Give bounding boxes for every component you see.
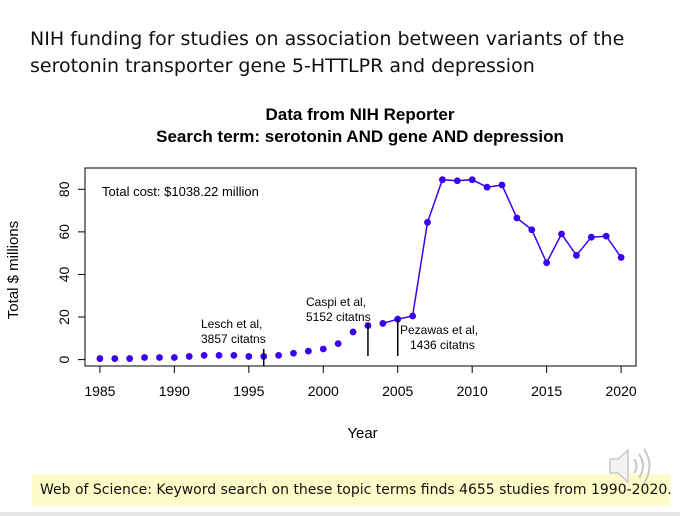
data-point	[602, 232, 610, 240]
speaker-icon[interactable]	[606, 444, 656, 488]
annotation-caspi-line2: 5152 citatns	[306, 310, 371, 324]
annotation-lesch-line1: Lesch et al,	[201, 317, 262, 331]
bottom-divider	[0, 512, 680, 516]
y-tick-label: 60	[56, 224, 72, 240]
data-point	[215, 351, 223, 359]
data-point	[439, 176, 446, 184]
data-point	[126, 355, 134, 362]
footer-banner: Web of Science: Keyword search on these …	[32, 474, 672, 506]
data-point	[424, 218, 431, 226]
x-tick-label: 2020	[606, 383, 637, 399]
data-point	[156, 354, 163, 361]
data-point	[275, 351, 282, 359]
data-point	[573, 251, 580, 259]
x-axis-label: Year	[347, 425, 377, 442]
y-tick-label: 80	[56, 181, 72, 197]
series-line	[382, 178, 622, 325]
data-point	[141, 354, 148, 361]
data-point	[349, 328, 357, 336]
x-tick-label: 2000	[308, 383, 339, 399]
chart: Data from NIH Reporter Search term: serot…	[5, 105, 637, 442]
annotation-caspi-line1: Caspi et al,	[306, 295, 366, 309]
data-point	[453, 177, 461, 185]
data-point	[334, 340, 342, 348]
x-tick-label: 2015	[531, 383, 562, 399]
data-point	[304, 347, 312, 355]
data-point	[528, 226, 536, 234]
data-point	[170, 354, 178, 361]
data-point	[230, 351, 238, 359]
data-point	[200, 351, 208, 359]
data-point	[409, 312, 417, 320]
data-point	[185, 353, 193, 360]
data-point	[379, 320, 387, 327]
x-tick-label: 2010	[457, 383, 488, 399]
y-tick-label: 40	[56, 266, 72, 282]
data-point	[96, 355, 104, 362]
data-point	[513, 214, 521, 222]
data-point	[468, 176, 476, 184]
x-tick-label: 1995	[233, 383, 264, 399]
annotation-pezawas-line2: 1436 citatns	[410, 338, 475, 352]
data-point	[483, 183, 491, 191]
annotation-pezawas-line1: Pezawas et al,	[400, 323, 478, 337]
data-point	[245, 353, 253, 360]
y-tick-label: 0	[56, 356, 72, 364]
data-point	[587, 233, 595, 241]
footer-text: Web of Science: Keyword search on these …	[40, 482, 672, 498]
y-tick-label: 20	[56, 309, 72, 325]
data-point	[617, 254, 625, 261]
chart-subtitle: Search term: serotonin AND gene AND depr…	[156, 127, 564, 146]
x-tick-label: 2005	[382, 383, 413, 399]
plot-frame	[84, 167, 637, 367]
data-point	[558, 230, 565, 238]
y-axis-label: Total $ millions	[5, 221, 22, 319]
data-point	[498, 181, 506, 189]
data-point	[111, 355, 119, 362]
data-point	[319, 345, 327, 353]
slide-title: NIH funding for studies on association b…	[30, 28, 625, 77]
data-point	[543, 259, 551, 267]
x-tick-label: 1990	[159, 383, 190, 399]
x-tick-label: 1985	[84, 383, 115, 399]
total-cost-label: Total cost: $1038.22 million	[102, 184, 259, 199]
chart-title: Data from NIH Reporter	[266, 105, 455, 124]
annotation-lesch-line2: 3857 citatns	[201, 332, 266, 346]
data-point	[290, 349, 297, 357]
